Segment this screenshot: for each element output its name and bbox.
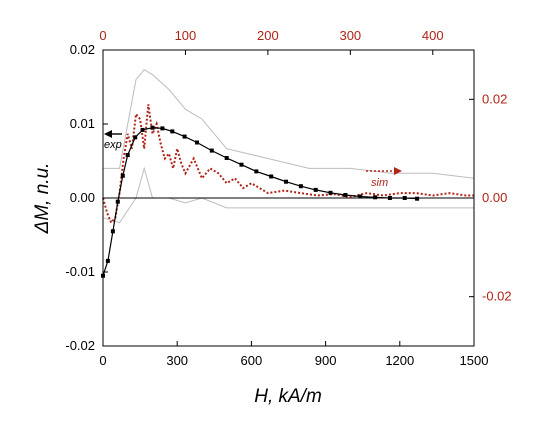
exp-line bbox=[102, 127, 418, 276]
exp-point bbox=[387, 196, 392, 200]
exp-point bbox=[269, 174, 274, 179]
right-tick-label: 0.02 bbox=[482, 91, 507, 106]
y-tick-label: -0.02 bbox=[65, 338, 95, 353]
x-tick-label: 600 bbox=[241, 353, 263, 368]
exp-point bbox=[254, 169, 259, 174]
x-tick-label: 1200 bbox=[385, 353, 414, 368]
top-tick-label: 200 bbox=[257, 28, 279, 43]
exp-point bbox=[105, 258, 110, 263]
exp-point bbox=[125, 153, 130, 158]
y-tick-label: 0.01 bbox=[70, 116, 95, 131]
x-tick-label: 900 bbox=[315, 353, 337, 368]
annotations: exp sim bbox=[104, 130, 402, 189]
sim-arrow-head bbox=[394, 167, 402, 175]
exp-point bbox=[328, 190, 333, 195]
sim-line bbox=[102, 104, 474, 225]
x-tick-label: 0 bbox=[99, 353, 106, 368]
right-tick-label: -0.02 bbox=[482, 289, 512, 304]
y-tick-label: 0.00 bbox=[70, 190, 95, 205]
simulation-series bbox=[102, 104, 474, 225]
exp-point bbox=[358, 194, 363, 199]
exp-point bbox=[160, 126, 165, 131]
exp-point bbox=[209, 148, 214, 153]
top-tick-label: 0 bbox=[99, 28, 106, 43]
top-tick-label: 100 bbox=[175, 28, 197, 43]
x-tick-label: 300 bbox=[166, 353, 188, 368]
exp-label: exp bbox=[104, 139, 122, 151]
exp-point bbox=[150, 125, 155, 130]
x-axis-title: H, kA/m bbox=[254, 386, 322, 407]
exp-point bbox=[182, 134, 187, 139]
band-upper-line bbox=[103, 69, 475, 179]
exp-point bbox=[140, 127, 145, 132]
exp-point bbox=[313, 187, 318, 192]
exp-point bbox=[239, 162, 244, 167]
exp-point bbox=[373, 195, 378, 200]
exp-point bbox=[284, 179, 288, 184]
y-tick-label: 0.02 bbox=[70, 42, 95, 57]
top-tick-label: 300 bbox=[339, 28, 361, 43]
y-tick-label: -0.01 bbox=[65, 264, 95, 279]
exp-point bbox=[224, 156, 229, 160]
sim-label: sim bbox=[371, 177, 388, 189]
exp-point bbox=[195, 140, 199, 145]
axis-ticks: 0 300 600 900 1200 1500 0.02 0.01 0.00 -0.01 -0.02… bbox=[65, 28, 511, 368]
x-tick-label: 1500 bbox=[460, 353, 489, 368]
exp-point bbox=[133, 135, 138, 140]
experiment-series bbox=[101, 125, 420, 278]
exp-point bbox=[415, 196, 420, 201]
exp-point bbox=[115, 199, 120, 204]
top-tick-label: 400 bbox=[422, 28, 444, 43]
exp-arrow-head bbox=[104, 130, 112, 138]
exp-point bbox=[298, 184, 303, 189]
exp-point bbox=[120, 173, 125, 178]
exp-point bbox=[343, 193, 348, 197]
exp-point bbox=[170, 129, 175, 134]
exp-point bbox=[402, 196, 407, 200]
y-axis-title: ΔM, n.u. bbox=[32, 163, 53, 235]
exp-point bbox=[110, 229, 115, 234]
right-tick-label: 0.00 bbox=[482, 190, 507, 205]
